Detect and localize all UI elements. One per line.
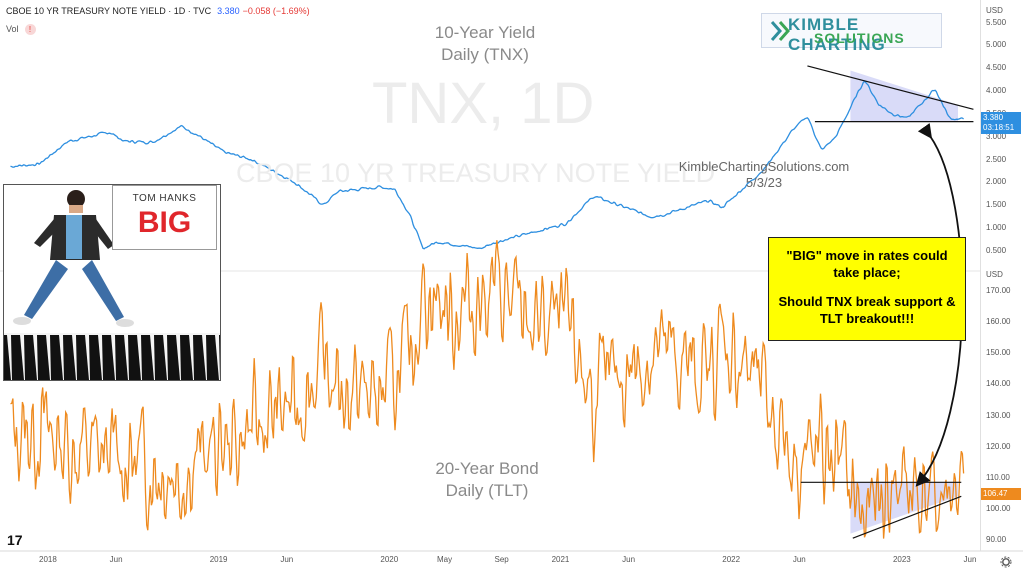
- tlt-y-tick: 110.00: [986, 472, 1010, 482]
- poster-illustration: [4, 190, 220, 380]
- poster-title: BIG: [137, 206, 192, 239]
- tlt-axis-unit: USD: [986, 270, 1003, 279]
- tlt-y-tick: 90.00: [986, 534, 1007, 544]
- x-tick-label: Jun: [963, 555, 977, 564]
- tnx-y-tick: 1.000: [986, 223, 1007, 233]
- tnx-countdown: 03:18:51: [983, 123, 1015, 132]
- symbol-header[interactable]: CBOE 10 YR TREASURY NOTE YIELD · 1D · TV…: [6, 6, 310, 16]
- header-change: −0.058 (−1.69%): [242, 6, 310, 16]
- watermark-small: CBOE 10 YR TREASURY NOTE YIELD: [236, 158, 716, 188]
- x-tick-label: Jun: [792, 555, 806, 564]
- x-tick-label: Jun: [622, 555, 636, 564]
- tnx-y-tick: 0.500: [986, 245, 1007, 255]
- tnx-y-tick: 4.500: [986, 63, 1007, 73]
- header-price: 3.380: [217, 6, 240, 16]
- x-tick-label: 2019: [209, 555, 228, 564]
- annotation-line2: Should TNX break support & TLT breakout!…: [778, 294, 956, 326]
- tnx-y-tick: 3.000: [986, 131, 1007, 141]
- annotation-line1: "BIG" move in rates could take place;: [786, 248, 948, 280]
- tradingview-logo[interactable]: 17: [7, 532, 23, 548]
- tlt-y-tick: 120.00: [986, 441, 1011, 451]
- symbol-title: CBOE 10 YR TREASURY NOTE YIELD · 1D · TV…: [6, 6, 212, 16]
- piano-keys-icon: [4, 335, 220, 380]
- tnx-y-tick: 1.500: [986, 200, 1007, 210]
- bottom-title-line2: Daily (TLT): [445, 481, 529, 500]
- tlt-series-line: [10, 240, 965, 539]
- price-scale[interactable]: [980, 0, 1023, 551]
- x-tick-label: Jun: [109, 555, 123, 564]
- settings-gear-icon[interactable]: [1000, 556, 1012, 568]
- site-date: 5/3/23: [745, 175, 783, 190]
- tnx-series-line: [10, 80, 964, 250]
- x-tick-label: 2020: [380, 555, 399, 564]
- x-tick-label: Jun: [280, 555, 294, 564]
- x-tick-label: 2023: [892, 555, 911, 564]
- tnx-y-tick: 4.000: [986, 86, 1007, 96]
- bottom-panel-title: 20-Year Bond Daily (TLT): [382, 458, 592, 502]
- tlt-y-tick: 170.00: [986, 286, 1011, 296]
- tlt-y-tick: 100.00: [986, 503, 1011, 513]
- tlt-y-tick: 140.00: [986, 379, 1011, 389]
- tlt-y-tick: 130.00: [986, 410, 1011, 420]
- site-stamp: KimbleChartingSolutions.com 5/3/23: [672, 159, 856, 191]
- kimble-logo: KIMBLE CHARTING SOLUTIONS: [761, 13, 942, 54]
- volume-indicator[interactable]: Vol!: [6, 24, 36, 35]
- x-tick-label: 2022: [722, 555, 741, 564]
- tnx-y-tick: 2.500: [986, 154, 1007, 164]
- tlt-y-tick: 160.00: [986, 317, 1011, 327]
- tnx-triangle-pattern: [850, 70, 958, 122]
- logo-line2: SOLUTIONS: [814, 30, 905, 46]
- annotation-box: "BIG" move in rates could take place; Sh…: [768, 237, 966, 341]
- x-tick-label: May: [436, 555, 453, 564]
- x-tick-label: 2021: [551, 555, 570, 564]
- tnx-last-price: 3.380: [983, 113, 1004, 122]
- vol-label: Vol: [6, 24, 19, 34]
- x-tick-label: Sep: [494, 555, 509, 564]
- big-movie-poster: TOM HANKS BIG: [3, 184, 221, 381]
- tnx-axis-unit: USD: [986, 6, 1003, 15]
- poster-title-card: TOM HANKS BIG: [112, 185, 217, 250]
- top-title-line1: 10-Year Yield: [434, 23, 536, 42]
- bottom-title-line1: 20-Year Bond: [435, 459, 539, 478]
- tnx-resistance-line: [807, 65, 974, 110]
- site-name: KimbleChartingSolutions.com: [678, 159, 850, 174]
- tlt-last-price-label: 106.47: [981, 488, 1021, 500]
- top-title-line2: Daily (TNX): [441, 45, 529, 64]
- tlt-support-line: [852, 495, 962, 539]
- tlt-triangle-pattern: [850, 482, 958, 534]
- poster-actor: TOM HANKS: [132, 193, 197, 204]
- tlt-y-tick: 150.00: [986, 348, 1011, 358]
- tnx-y-tick: 5.500: [986, 17, 1007, 27]
- tlt-last-price: 106.47: [983, 489, 1008, 498]
- tnx-y-tick: 2.000: [986, 177, 1007, 187]
- x-tick-label: 2018: [39, 555, 57, 564]
- top-panel-title: 10-Year Yield Daily (TNX): [380, 22, 590, 66]
- watermark-big: TNX, 1D: [372, 71, 595, 136]
- warning-icon[interactable]: !: [24, 24, 36, 35]
- logo-line1: KIMBLE CHARTING: [788, 15, 886, 54]
- tnx-y-tick: 5.000: [986, 40, 1007, 50]
- tnx-last-price-label: 3.380 03:18:51: [981, 112, 1021, 134]
- logo-mark-icon: [770, 21, 790, 41]
